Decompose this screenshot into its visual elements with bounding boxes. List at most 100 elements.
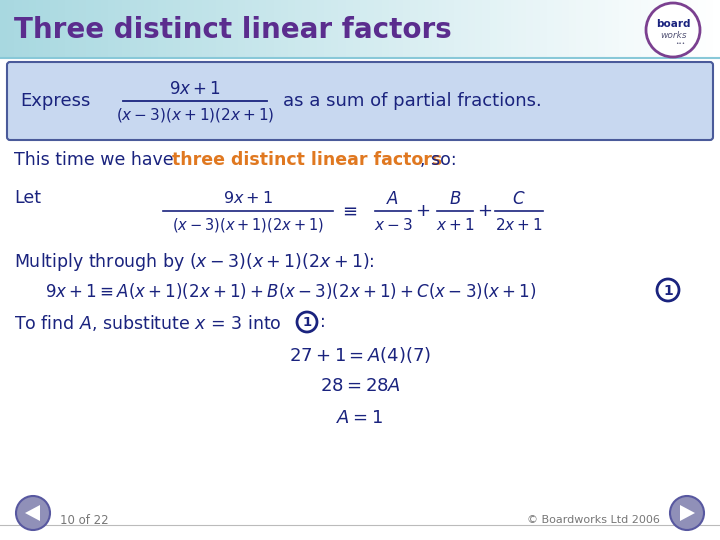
Bar <box>590 0 598 58</box>
Bar <box>216 0 224 58</box>
Bar <box>482 0 490 58</box>
Bar <box>50 0 58 58</box>
Circle shape <box>670 496 704 530</box>
Bar <box>648 0 656 58</box>
Text: $2x+1$: $2x+1$ <box>495 217 543 233</box>
Bar <box>180 0 188 58</box>
Text: To find $A$, substitute $x$ = 3 into: To find $A$, substitute $x$ = 3 into <box>14 313 282 333</box>
Bar <box>706 0 714 58</box>
Bar <box>626 0 634 58</box>
Bar <box>151 0 159 58</box>
Bar <box>526 0 534 58</box>
Text: three distinct linear factors: three distinct linear factors <box>172 151 442 169</box>
Bar <box>144 0 152 58</box>
Bar <box>266 0 274 58</box>
Text: $x-3$: $x-3$ <box>374 217 413 233</box>
Bar <box>504 0 512 58</box>
Bar <box>634 0 642 58</box>
Bar <box>187 0 195 58</box>
Bar <box>598 0 606 58</box>
Bar <box>511 0 519 58</box>
Bar <box>238 0 246 58</box>
Bar <box>605 0 613 58</box>
Bar <box>79 0 87 58</box>
Bar <box>403 0 411 58</box>
Bar <box>14 0 22 58</box>
Text: $A$: $A$ <box>387 190 400 208</box>
Bar <box>410 0 418 58</box>
Text: $B$: $B$ <box>449 190 462 208</box>
Bar <box>29 0 37 58</box>
Bar <box>101 0 109 58</box>
Bar <box>94 0 102 58</box>
Polygon shape <box>25 505 40 521</box>
Text: $27+1=A(4)(7)$: $27+1=A(4)(7)$ <box>289 345 431 365</box>
Text: , so:: , so: <box>420 151 456 169</box>
Text: 1: 1 <box>302 316 312 329</box>
Bar <box>259 0 267 58</box>
Bar <box>122 0 130 58</box>
Bar <box>209 0 217 58</box>
Text: © Boardworks Ltd 2006: © Boardworks Ltd 2006 <box>527 515 660 525</box>
Circle shape <box>297 312 317 332</box>
Text: This time we have: This time we have <box>14 151 179 169</box>
Bar <box>324 0 332 58</box>
Bar <box>86 0 94 58</box>
Text: $28=28A$: $28=28A$ <box>320 377 400 395</box>
Bar <box>288 0 296 58</box>
Bar <box>245 0 253 58</box>
Text: $A=1$: $A=1$ <box>336 409 384 427</box>
Bar <box>7 0 15 58</box>
Circle shape <box>657 279 679 301</box>
Bar <box>72 0 80 58</box>
Text: Three distinct linear factors: Three distinct linear factors <box>14 16 451 44</box>
Bar <box>583 0 591 58</box>
Bar <box>43 0 51 58</box>
Bar <box>691 0 699 58</box>
Bar <box>302 0 310 58</box>
Text: $9x+1$: $9x+1$ <box>169 80 221 98</box>
Bar <box>202 0 210 58</box>
Bar <box>533 0 541 58</box>
Circle shape <box>16 496 50 530</box>
Text: Let: Let <box>14 189 41 207</box>
Text: $9x+1$: $9x+1$ <box>223 190 273 206</box>
Bar <box>540 0 548 58</box>
Bar <box>346 0 354 58</box>
Bar <box>655 0 663 58</box>
Bar <box>468 0 476 58</box>
Bar <box>274 0 282 58</box>
Text: Express: Express <box>20 92 91 110</box>
Text: :: : <box>320 313 325 331</box>
Bar <box>475 0 483 58</box>
Bar <box>490 0 498 58</box>
Bar <box>108 0 116 58</box>
Bar <box>612 0 620 58</box>
Bar <box>194 0 202 58</box>
Bar <box>223 0 231 58</box>
Bar <box>425 0 433 58</box>
Bar <box>684 0 692 58</box>
Bar <box>173 0 181 58</box>
Bar <box>115 0 123 58</box>
Text: Multiply through by $(x-3)(x+1)(2x+1)$:: Multiply through by $(x-3)(x+1)(2x+1)$: <box>14 251 374 273</box>
Bar <box>641 0 649 58</box>
Text: works: works <box>661 30 688 39</box>
Bar <box>698 0 706 58</box>
Bar <box>166 0 174 58</box>
Text: 10 of 22: 10 of 22 <box>60 514 109 526</box>
Text: $\equiv$: $\equiv$ <box>338 202 357 220</box>
Bar <box>58 0 66 58</box>
FancyBboxPatch shape <box>7 62 713 140</box>
Bar <box>677 0 685 58</box>
Bar <box>518 0 526 58</box>
Bar <box>619 0 627 58</box>
Bar <box>22 0 30 58</box>
Polygon shape <box>680 505 695 521</box>
Bar <box>158 0 166 58</box>
Bar <box>137 0 145 58</box>
Bar <box>130 0 138 58</box>
Text: $+$: $+$ <box>477 202 492 220</box>
Bar <box>281 0 289 58</box>
Text: $9x+1\equiv A(x+1)(2x+1)+B(x-3)(2x+1)+C(x-3)(x+1)$: $9x+1\equiv A(x+1)(2x+1)+B(x-3)(2x+1)+C(… <box>45 281 536 301</box>
